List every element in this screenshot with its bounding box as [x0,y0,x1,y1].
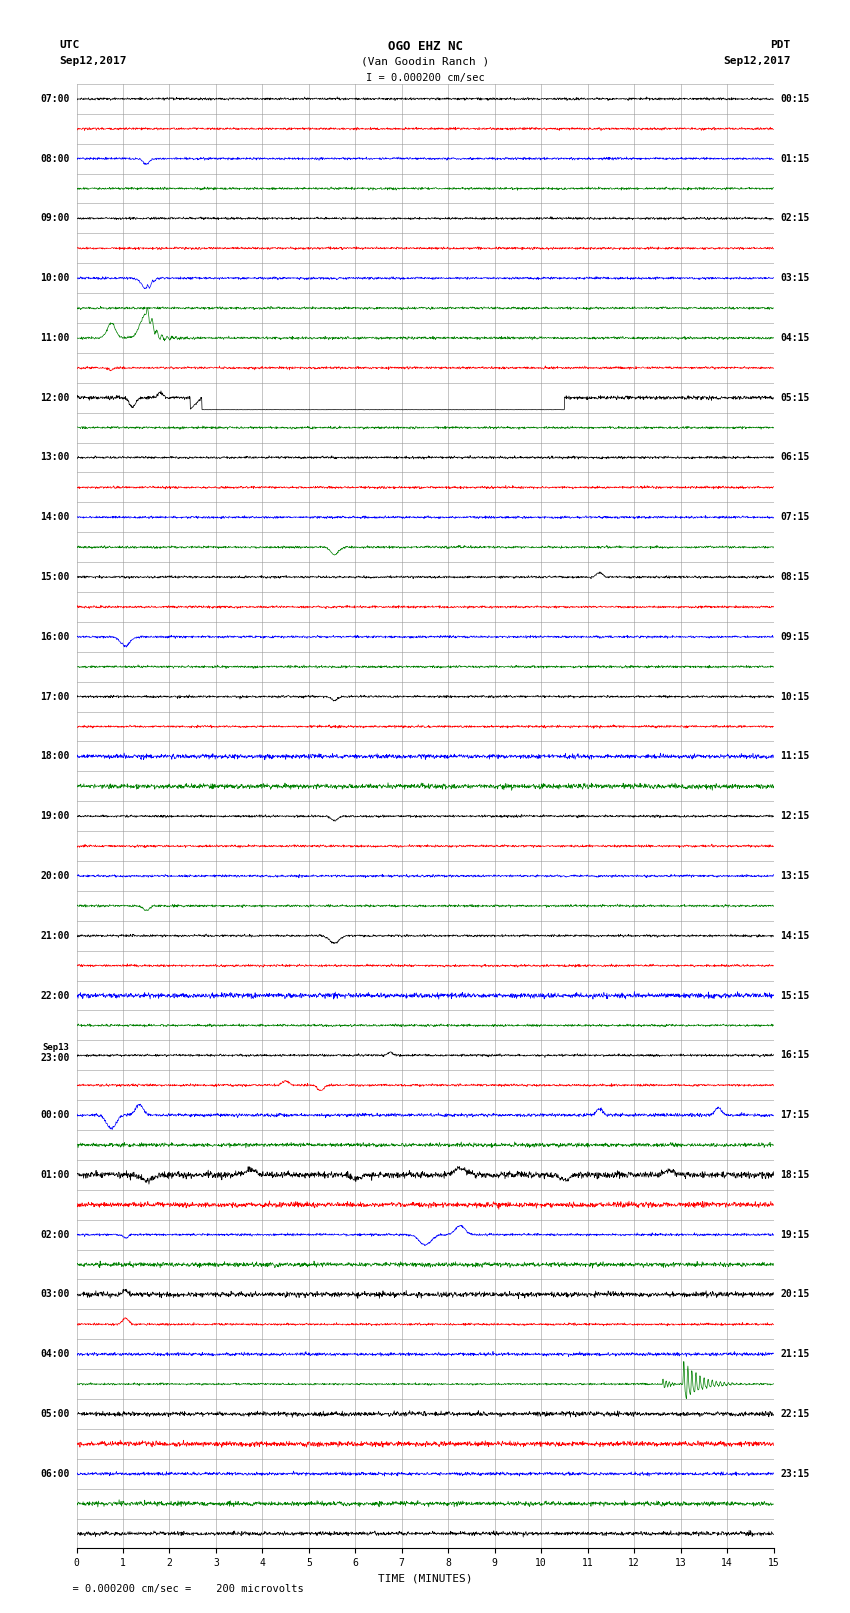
Text: 09:00: 09:00 [40,213,70,223]
Text: 23:15: 23:15 [780,1469,810,1479]
Text: 14:15: 14:15 [780,931,810,940]
Text: 06:00: 06:00 [40,1469,70,1479]
Text: Sep12,2017: Sep12,2017 [60,56,127,66]
Text: 21:00: 21:00 [40,931,70,940]
Text: 12:15: 12:15 [780,811,810,821]
Text: 07:15: 07:15 [780,513,810,523]
Text: 08:00: 08:00 [40,153,70,163]
Text: 20:15: 20:15 [780,1289,810,1300]
Text: 13:00: 13:00 [40,453,70,463]
Text: 23:00: 23:00 [40,1053,70,1063]
Text: 05:15: 05:15 [780,392,810,403]
Text: 16:15: 16:15 [780,1050,810,1060]
Text: 10:15: 10:15 [780,692,810,702]
Text: 03:00: 03:00 [40,1289,70,1300]
Text: 17:00: 17:00 [40,692,70,702]
Text: 00:00: 00:00 [40,1110,70,1119]
Text: 04:00: 04:00 [40,1348,70,1360]
Text: 15:15: 15:15 [780,990,810,1000]
X-axis label: TIME (MINUTES): TIME (MINUTES) [377,1574,473,1584]
Text: 02:15: 02:15 [780,213,810,223]
Text: 16:00: 16:00 [40,632,70,642]
Text: 18:15: 18:15 [780,1169,810,1179]
Text: 22:15: 22:15 [780,1410,810,1419]
Text: 01:00: 01:00 [40,1169,70,1179]
Text: 19:15: 19:15 [780,1229,810,1240]
Text: 13:15: 13:15 [780,871,810,881]
Text: 19:00: 19:00 [40,811,70,821]
Text: 14:00: 14:00 [40,513,70,523]
Text: 10:00: 10:00 [40,273,70,284]
Text: 20:00: 20:00 [40,871,70,881]
Text: UTC: UTC [60,40,80,50]
Text: I = 0.000200 cm/sec: I = 0.000200 cm/sec [366,73,484,82]
Text: 22:00: 22:00 [40,990,70,1000]
Text: 15:00: 15:00 [40,573,70,582]
Text: Sep12,2017: Sep12,2017 [723,56,791,66]
Text: (Van Goodin Ranch ): (Van Goodin Ranch ) [361,56,489,66]
Text: 17:15: 17:15 [780,1110,810,1119]
Text: 11:15: 11:15 [780,752,810,761]
Text: OGO EHZ NC: OGO EHZ NC [388,40,462,53]
Text: 04:15: 04:15 [780,332,810,344]
Text: 01:15: 01:15 [780,153,810,163]
Text: = 0.000200 cm/sec =    200 microvolts: = 0.000200 cm/sec = 200 microvolts [60,1584,303,1594]
Text: 03:15: 03:15 [780,273,810,284]
Text: 12:00: 12:00 [40,392,70,403]
Text: 02:00: 02:00 [40,1229,70,1240]
Text: 00:15: 00:15 [780,94,810,103]
Text: 05:00: 05:00 [40,1410,70,1419]
Text: PDT: PDT [770,40,790,50]
Text: 07:00: 07:00 [40,94,70,103]
Text: 08:15: 08:15 [780,573,810,582]
Text: 11:00: 11:00 [40,332,70,344]
Text: Sep13: Sep13 [42,1044,70,1052]
Text: 18:00: 18:00 [40,752,70,761]
Text: 21:15: 21:15 [780,1348,810,1360]
Text: 09:15: 09:15 [780,632,810,642]
Text: 06:15: 06:15 [780,453,810,463]
